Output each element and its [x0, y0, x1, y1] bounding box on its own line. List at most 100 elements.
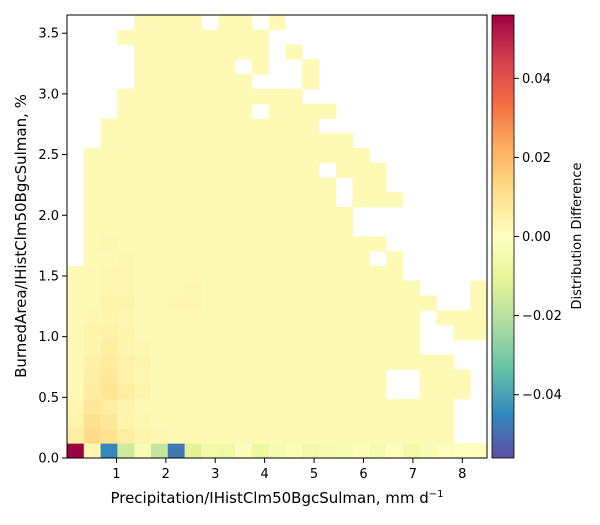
heatmap-cell: [134, 384, 152, 400]
heatmap-cell: [134, 133, 152, 149]
heatmap-cell: [201, 59, 219, 75]
heatmap-cell: [386, 354, 404, 370]
x-tick-label: 6: [359, 467, 367, 482]
heatmap-cell: [235, 162, 253, 178]
heatmap-cell: [352, 398, 370, 415]
heatmap-cell: [167, 339, 185, 356]
heatmap-cell: [403, 325, 421, 341]
heatmap-cell: [319, 133, 337, 149]
heatmap-cell: [184, 74, 202, 90]
heatmap-cell: [218, 118, 236, 134]
heatmap-cell: [151, 280, 169, 296]
heatmap-cell: [319, 310, 337, 326]
x-tick-label: 4: [261, 467, 269, 482]
heatmap-cell: [268, 236, 286, 252]
heatmap-cell: [100, 251, 118, 267]
heatmap-cell: [235, 325, 253, 341]
heatmap-cell: [319, 428, 337, 444]
heatmap-cell: [134, 59, 152, 75]
heatmap-cell: [151, 29, 169, 45]
heatmap-cell: [201, 295, 219, 311]
heatmap-cell: [67, 443, 85, 459]
heatmap-cell: [251, 325, 269, 341]
x-tick-label: 8: [458, 467, 466, 482]
heatmap-cell: [235, 15, 253, 31]
x-axis-label: Precipitation/IHistClm50BgcSulman, mm d−…: [110, 489, 443, 507]
heatmap-cell: [83, 413, 101, 429]
heatmap-cell: [167, 103, 185, 119]
heatmap-cell: [100, 266, 118, 282]
heatmap-cell: [268, 206, 286, 223]
heatmap-cell: [184, 443, 202, 459]
heatmap-cell: [419, 428, 437, 444]
x-tick-label: 7: [409, 467, 417, 482]
heatmap-cell: [218, 44, 236, 60]
heatmap-cell: [302, 339, 320, 356]
heatmap-cell: [167, 192, 185, 208]
heatmap-cell: [218, 295, 236, 311]
heatmap-cell: [83, 236, 101, 252]
heatmap-cell: [184, 44, 202, 60]
heatmap-cell: [151, 251, 169, 267]
heatmap-cell: [167, 413, 185, 429]
heatmap-cell: [134, 398, 152, 415]
heatmap-cell: [352, 339, 370, 356]
heatmap-cell: [235, 192, 253, 208]
heatmap-cell: [201, 280, 219, 296]
heatmap-cell: [319, 369, 337, 385]
colorbar-label: Distribution Difference: [570, 163, 585, 310]
heatmap-cell: [167, 384, 185, 400]
heatmap-cell: [285, 428, 303, 444]
heatmap-cell: [335, 236, 353, 252]
heatmap-cell: [285, 192, 303, 208]
heatmap-cell: [201, 103, 219, 119]
heatmap-cell: [386, 295, 404, 311]
heatmap-cell: [167, 118, 185, 134]
heatmap-cell: [218, 177, 236, 193]
heatmap-cell: [285, 88, 303, 104]
heatmap-cell: [100, 443, 118, 459]
heatmap-cell: [251, 354, 269, 370]
heatmap-cell: [235, 44, 253, 60]
heatmap-cell: [436, 310, 454, 326]
heatmap-cell: [235, 369, 253, 385]
heatmap-cell: [134, 221, 152, 237]
heatmap-cell: [235, 266, 253, 282]
heatmap-cell: [235, 295, 253, 311]
y-axis-label: BurnedArea/IHistClm50BgcSulman, %: [12, 94, 30, 378]
heatmap-cell: [251, 44, 269, 60]
heatmap-cell: [167, 295, 185, 311]
heatmap-cell: [268, 310, 286, 326]
heatmap-cell: [268, 266, 286, 282]
heatmap-cell: [419, 384, 437, 400]
heatmap-cell: [134, 251, 152, 267]
heatmap-cell: [386, 428, 404, 444]
heatmap-cell: [352, 295, 370, 311]
heatmap-cell: [268, 339, 286, 356]
heatmap-cell: [134, 15, 152, 31]
heatmap-cell: [335, 325, 353, 341]
heatmap-cell: [453, 384, 471, 400]
heatmap-cell: [134, 354, 152, 370]
heatmap-cell: [83, 206, 101, 223]
heatmap-cell: [100, 398, 118, 415]
heatmap-cell: [235, 29, 253, 45]
heatmap-cell: [151, 147, 169, 164]
heatmap-cell: [167, 266, 185, 282]
heatmap-cell: [302, 428, 320, 444]
heatmap-cell: [369, 325, 387, 341]
heatmap-cell: [251, 310, 269, 326]
y-tick-label: 2.5: [38, 148, 59, 163]
heatmap-cell: [436, 398, 454, 415]
heatmap-cell: [167, 15, 185, 31]
heatmap-cell: [167, 354, 185, 370]
heatmap-cell: [100, 310, 118, 326]
heatmap-cell: [67, 310, 85, 326]
heatmap-cell: [302, 266, 320, 282]
heatmap-cell: [302, 280, 320, 296]
heatmap-cell: [251, 339, 269, 356]
heatmap-cell: [235, 147, 253, 164]
heatmap-cell: [167, 177, 185, 193]
heatmap-cell: [369, 413, 387, 429]
